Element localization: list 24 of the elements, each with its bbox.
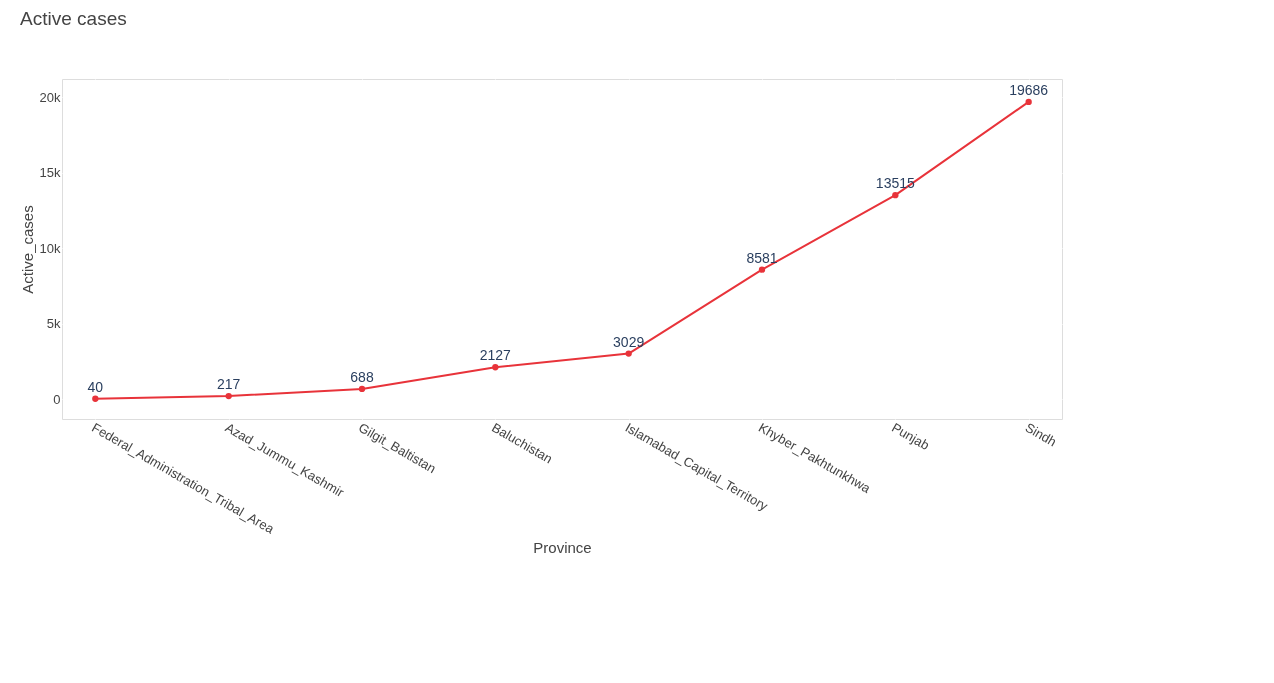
point	[758, 266, 766, 273]
data-label: 2127	[479, 347, 512, 364]
point	[625, 350, 632, 357]
x-axis-title: Province	[533, 538, 592, 556]
data-label: 40	[87, 378, 104, 395]
data-label: 688	[350, 368, 374, 385]
chart-title: Active cases	[20, 8, 127, 29]
data-label: 3029	[613, 333, 645, 350]
data-label: 217	[216, 376, 241, 393]
point	[92, 395, 99, 402]
point	[892, 191, 899, 199]
y-tick-label: 10k	[39, 240, 61, 256]
y-tick-label: 20k	[39, 89, 61, 105]
point	[358, 385, 366, 393]
data-label: 8581	[746, 249, 778, 266]
y-tick-label: 5k	[46, 316, 61, 332]
point	[1025, 98, 1032, 106]
data-label: 13515	[875, 175, 916, 192]
point	[492, 364, 499, 371]
point	[225, 392, 232, 400]
y-axis-title: Active_cases	[18, 205, 36, 294]
y-tick-label: 15k	[39, 165, 61, 181]
data-label: 19686	[1009, 81, 1049, 98]
y-tick-label: 0	[53, 391, 61, 407]
